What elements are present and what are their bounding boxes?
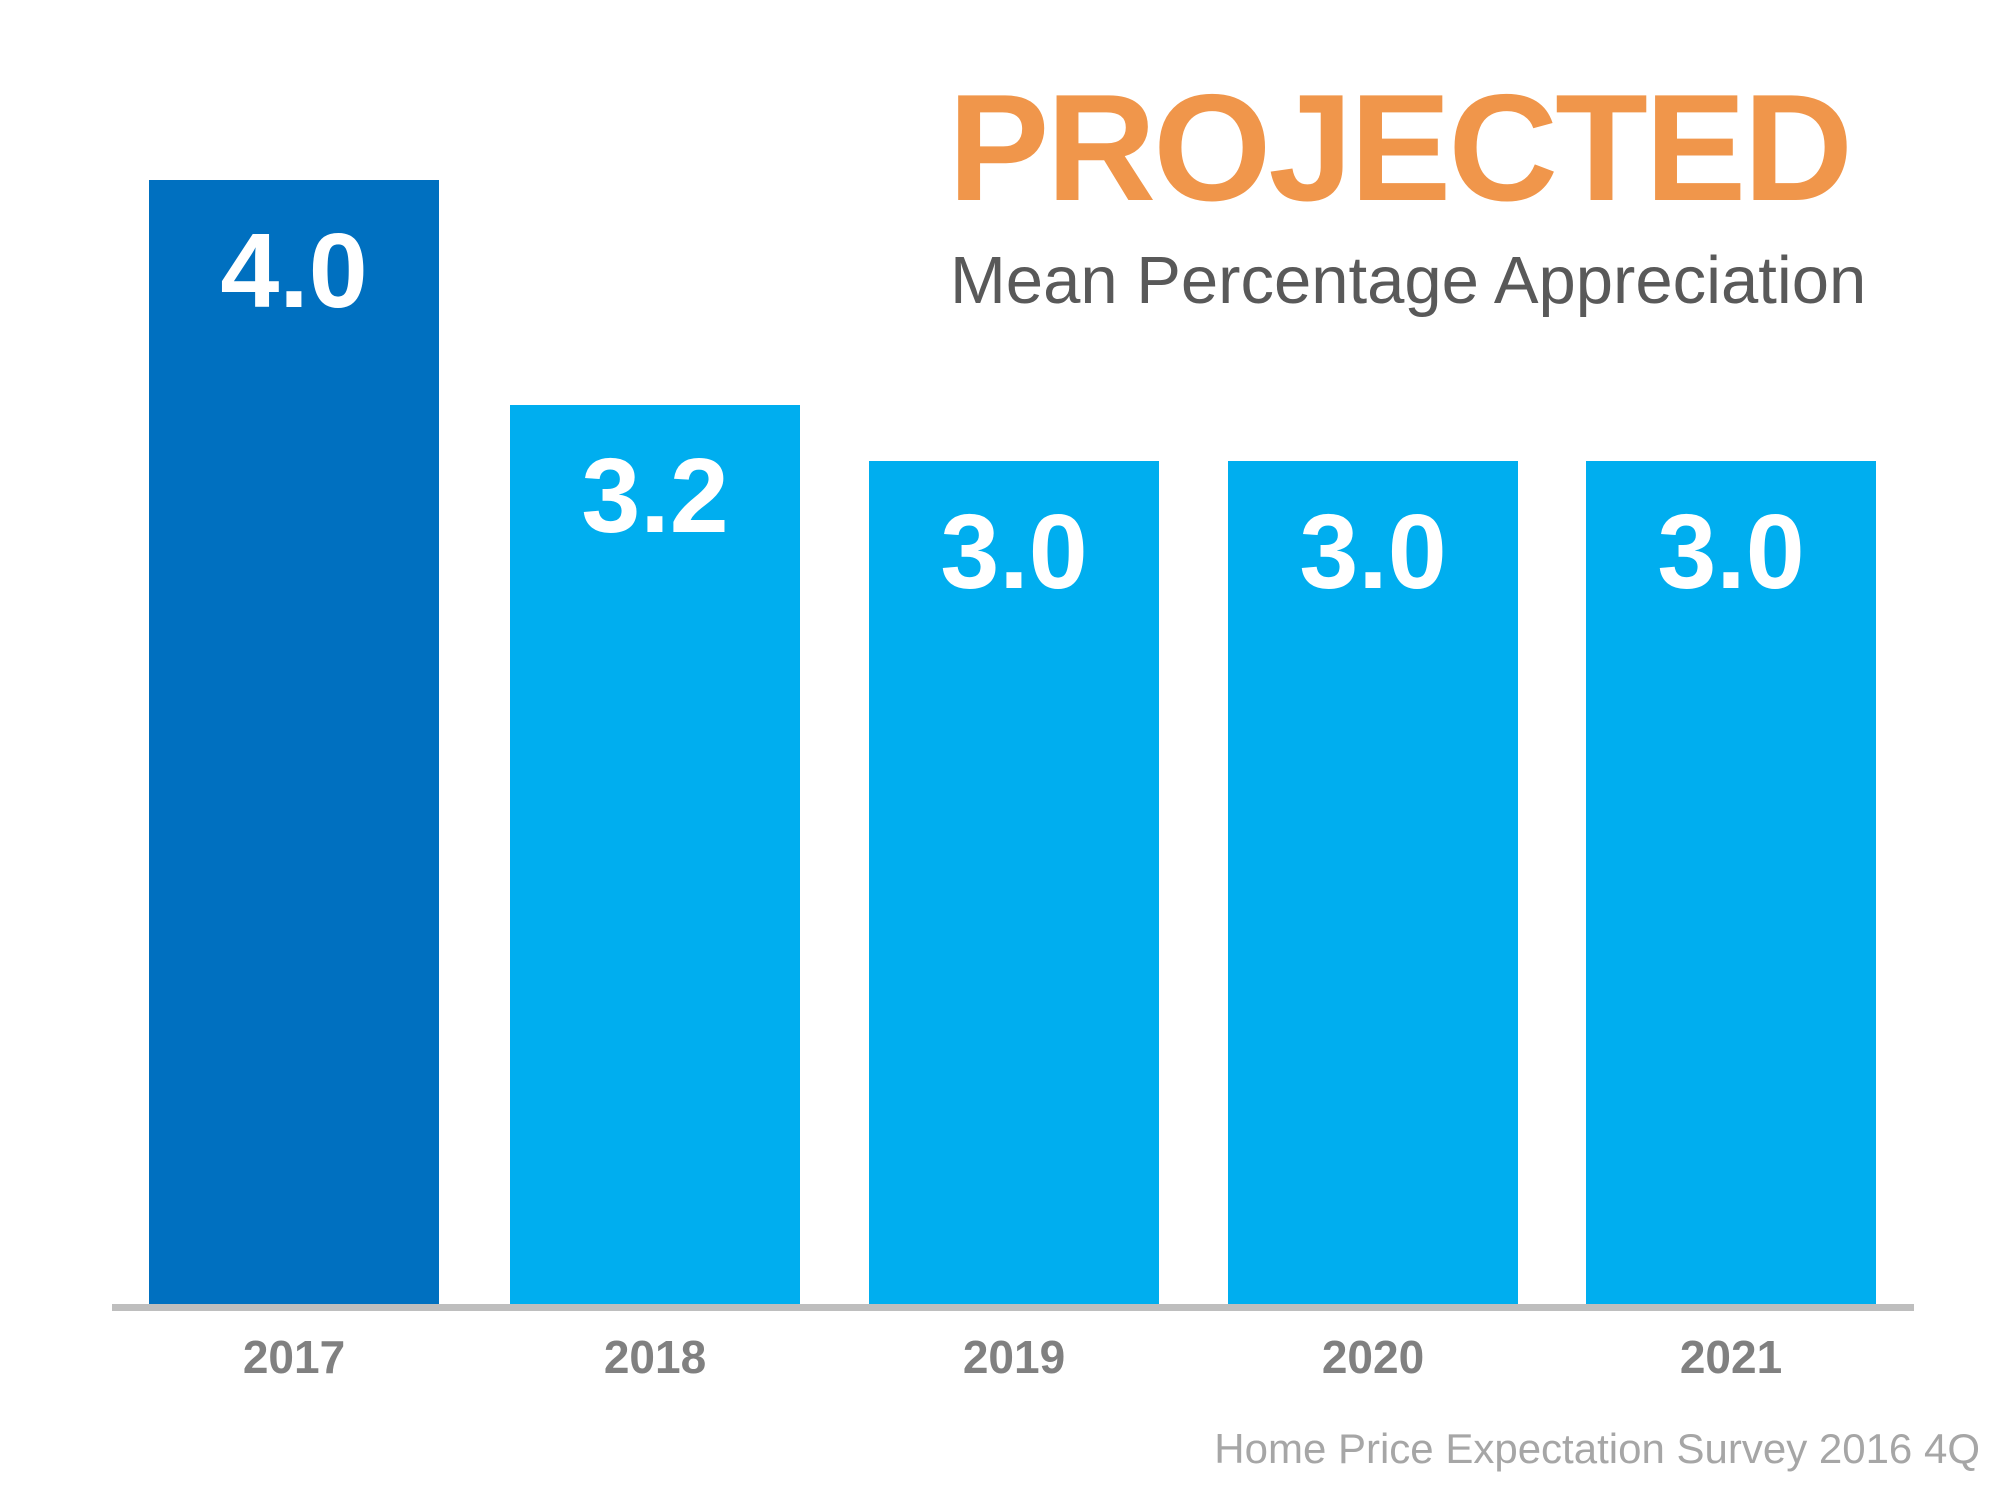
- x-axis-tick-label: 2019: [962, 1331, 1066, 1383]
- x-axis-tick-label: 2018: [603, 1331, 707, 1383]
- x-axis-tick-label: 2020: [1321, 1331, 1425, 1383]
- bar: 3.0: [1586, 461, 1876, 1304]
- source-note: Home Price Expectation Survey 2016 4Q: [1214, 1425, 1980, 1472]
- x-axis-tick-label: 2017: [242, 1331, 346, 1383]
- bar: 3.0: [1228, 461, 1518, 1304]
- bar-value-label: 4.0: [220, 212, 368, 330]
- bar: 4.0: [149, 180, 439, 1304]
- bar: 3.0: [869, 461, 1159, 1304]
- bar: 3.2: [510, 405, 800, 1304]
- bar-value-label: 3.2: [581, 437, 729, 555]
- x-axis-line: [112, 1304, 1914, 1311]
- bar-value-label: 3.0: [940, 493, 1088, 611]
- bar-value-label: 3.0: [1299, 493, 1447, 611]
- chart-subtitle: Mean Percentage Appreciation: [950, 243, 1867, 318]
- x-axis-tick-label: 2021: [1679, 1331, 1783, 1383]
- chart-title: PROJECTED: [948, 63, 1853, 233]
- bar-value-label: 3.0: [1657, 493, 1805, 611]
